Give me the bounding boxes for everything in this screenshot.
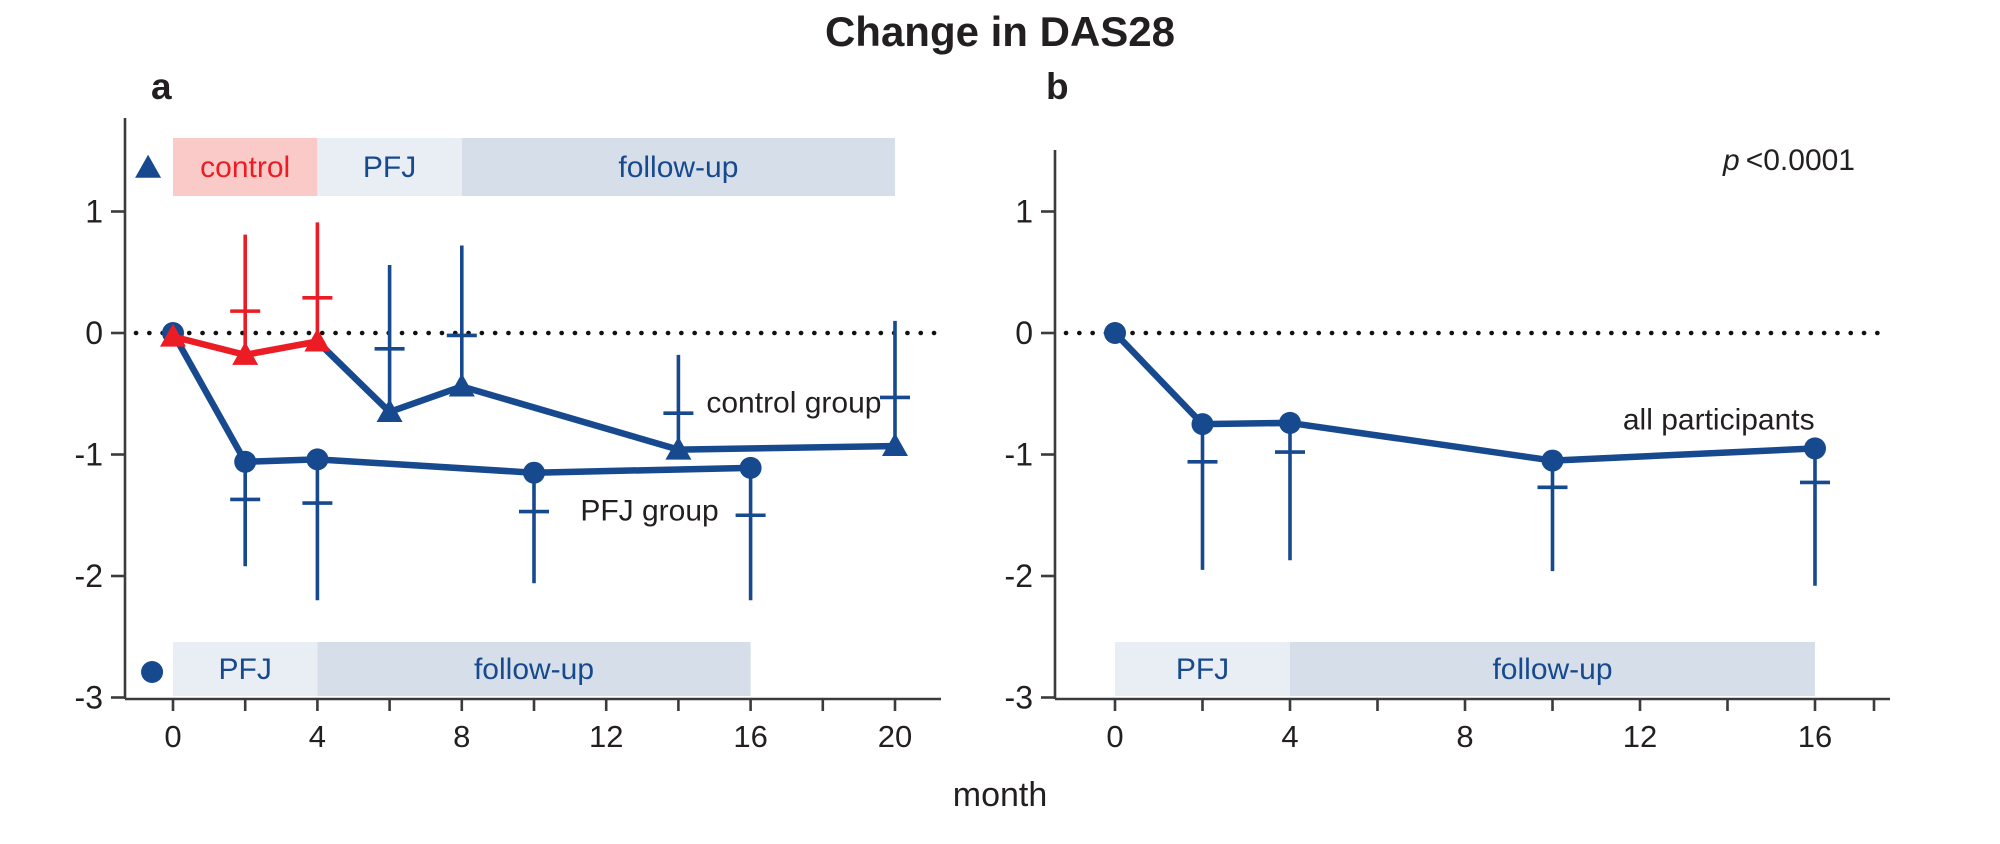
data-point-marker [665, 436, 692, 460]
x-tick-label: 8 [1456, 719, 1473, 754]
series-control-group-pfj-and-follow-up-period- [315, 245, 910, 460]
p-value-annotation: p <0.0001 [1640, 144, 1855, 178]
y-tick-label: -1 [75, 437, 103, 473]
data-point-marker [1279, 411, 1301, 434]
period-band-top-label: PFJ [363, 151, 416, 184]
p-symbol: p [1723, 144, 1740, 177]
data-point-marker [739, 456, 762, 479]
chart-title: Change in DAS28 [824, 8, 1176, 55]
y-tick-label: -3 [75, 680, 103, 716]
series-annotation: control group [706, 386, 881, 419]
period-band-top-follow-up [461, 138, 895, 196]
period-band-top-label: follow-up [618, 151, 738, 184]
period-band-bottom-label: PFJ [219, 653, 272, 686]
period-band-bottom-follow-up [1290, 642, 1815, 696]
data-point-marker [376, 398, 403, 422]
y-tick-label: 0 [1015, 315, 1033, 351]
y-tick-label: -2 [75, 558, 103, 594]
series-pfj-group [162, 322, 766, 601]
x-tick-label: 20 [878, 719, 912, 754]
data-point-marker [448, 373, 475, 397]
period-band-bottom-PFJ [173, 642, 318, 696]
y-tick-label: -1 [1005, 437, 1033, 473]
period-band-bottom-label: follow-up [1492, 653, 1612, 686]
p-value-text: <0.0001 [1745, 144, 1855, 177]
data-point-marker [882, 432, 908, 456]
period-band-bottom-label: PFJ [1176, 653, 1229, 686]
series-line [1112, 330, 1816, 464]
data-point-marker [306, 448, 329, 471]
period-band-top-label: control [200, 151, 290, 184]
x-tick-label: 0 [1106, 719, 1123, 754]
x-tick-label: 12 [1623, 719, 1657, 754]
x-tick-label: 0 [164, 719, 181, 754]
x-tick-label: 16 [733, 719, 767, 754]
data-point-marker [232, 341, 259, 365]
panel-b: PFJ follow-up 1 0 -1 -2 -3 0 4 8 12 16 all participa… [1005, 150, 1890, 754]
y-tick-label: 1 [85, 194, 103, 230]
legend-marker-triangle [135, 154, 162, 178]
y-tick-label: 1 [1015, 194, 1033, 230]
x-tick-label: 4 [1281, 719, 1298, 754]
legend-marker-circle [141, 660, 164, 683]
data-point-marker [523, 461, 545, 484]
data-point-marker [1191, 413, 1214, 436]
data-point-marker [1541, 449, 1564, 472]
y-tick-label: -2 [1005, 558, 1033, 594]
period-band-bottom-follow-up [317, 642, 751, 696]
period-band-bottom-PFJ [1115, 642, 1290, 696]
data-point-marker [1104, 322, 1126, 344]
x-axis-title: month [952, 776, 1048, 814]
panel-a: control PFJ follow-up PFJ follow-up 1 0 -1 -2 -3 0… [75, 118, 945, 754]
series-control-group-control-period- [160, 222, 333, 365]
x-tick-label: 8 [453, 719, 470, 754]
data-point-marker [234, 450, 257, 473]
x-tick-label: 12 [589, 719, 623, 754]
data-point-marker [160, 323, 186, 347]
series-all-participants [1104, 322, 1830, 586]
y-tick-label: -3 [1005, 680, 1033, 716]
y-tick-label: 0 [85, 315, 103, 351]
period-band-bottom-label: follow-up [474, 653, 594, 686]
x-tick-label: 16 [1798, 719, 1832, 754]
series-annotation: PFJ group [580, 494, 718, 527]
period-band-top-control [173, 138, 318, 196]
series-annotation: all participants [1623, 403, 1815, 436]
panel-b-label: b [1046, 66, 1069, 107]
panel-a-label: a [151, 66, 172, 107]
period-band-top-PFJ [317, 138, 462, 196]
data-point-marker [1804, 437, 1826, 460]
data-point-marker [304, 328, 331, 352]
x-tick-label: 4 [309, 719, 326, 754]
